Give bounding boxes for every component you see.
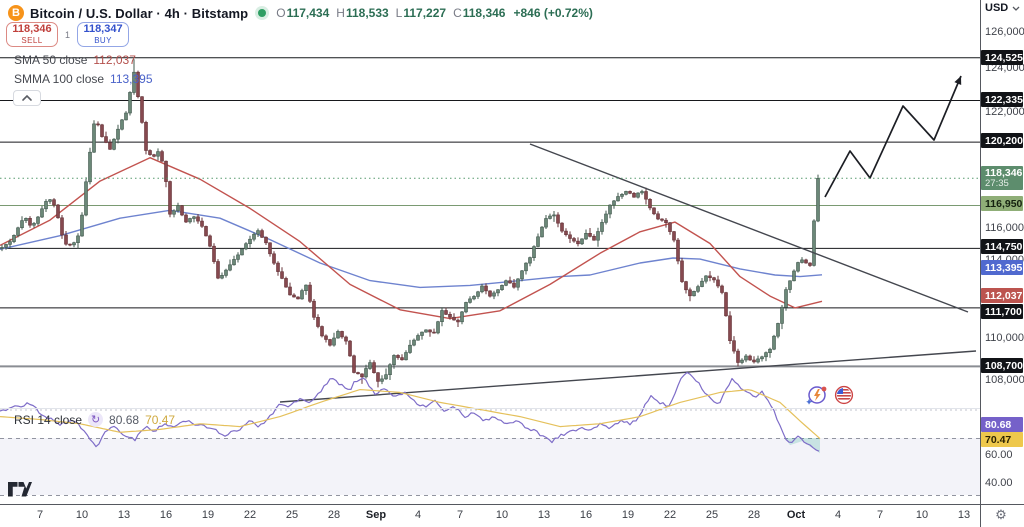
buy-label: BUY xyxy=(94,36,112,45)
price-tick-label: 60.00 xyxy=(985,449,1013,461)
price-tick-label: 40.00 xyxy=(985,477,1013,489)
time-tick-label: 7 xyxy=(456,509,464,521)
price-tick-label: 126,000 xyxy=(985,26,1024,38)
time-tick-label: 10 xyxy=(915,509,929,521)
time-tick-label: 28 xyxy=(747,509,761,521)
price-tick-label: 108,000 xyxy=(985,374,1024,386)
time-axis-border xyxy=(0,504,1024,505)
price-tick-label: 124,000 xyxy=(985,62,1024,74)
price-axis-border xyxy=(980,0,981,527)
gear-icon[interactable]: ⚙ xyxy=(995,507,1007,522)
price-badge-yellow: 70.47 xyxy=(981,432,1023,447)
price-tick-label: 122,000 xyxy=(985,106,1024,118)
time-tick-label: 16 xyxy=(579,509,593,521)
market-status-dot[interactable] xyxy=(258,9,267,17)
sell-button[interactable]: 118,346 SELL xyxy=(6,22,58,47)
currency-selector[interactable]: USD xyxy=(985,2,1020,14)
currency-label: USD xyxy=(985,2,1009,14)
price-badge-current: 118,346 27:35 xyxy=(981,166,1023,190)
legend-sma50[interactable]: SMA 50 close 112,037 xyxy=(14,53,136,67)
rsi-value: 80.68 xyxy=(109,412,140,427)
lightning-event-icon[interactable] xyxy=(806,384,828,406)
symbol-header: B Bitcoin / U.S. Dollar · 4h · Bitstamp … xyxy=(8,4,593,22)
chart-canvas[interactable] xyxy=(0,0,980,504)
time-tick-label: 19 xyxy=(621,509,635,521)
legend-smma100[interactable]: SMMA 100 close 113,395 xyxy=(14,72,153,86)
time-tick-label: 10 xyxy=(495,509,509,521)
time-tick-label: Sep xyxy=(365,509,387,521)
time-tick-label: 22 xyxy=(243,509,257,521)
price-change: +846 (+0.72%) xyxy=(513,6,593,20)
ohlc-item: O117,434 xyxy=(276,6,330,20)
price-tick-label: 116,000 xyxy=(985,222,1024,234)
price-badge-black: 108,700 xyxy=(981,358,1023,373)
time-tick-label: 7 xyxy=(876,509,884,521)
time-tick-label: 13 xyxy=(537,509,551,521)
legend-rsi[interactable]: RSI 14 close ↻ 80.68 70.47 xyxy=(14,412,175,427)
rsi-ma-value: 70.47 xyxy=(145,412,176,427)
time-tick-label: 19 xyxy=(201,509,215,521)
smma100-label: SMMA 100 close xyxy=(14,72,105,86)
price-badge-purple: 80.68 xyxy=(981,417,1023,432)
price-badge-black: 120,200 xyxy=(981,133,1023,148)
chevron-up-icon xyxy=(22,94,32,101)
chevron-down-icon xyxy=(1012,6,1020,11)
time-tick-label: 16 xyxy=(159,509,173,521)
tradingview-logo[interactable] xyxy=(8,482,32,502)
bitcoin-icon: B xyxy=(8,5,24,21)
price-badge-black: 124,525 xyxy=(981,50,1023,65)
sell-price: 118,346 xyxy=(12,23,52,35)
ohlc-values: O117,434 H118,533 L117,227 C118,346 xyxy=(276,6,505,20)
time-tick-label: 13 xyxy=(957,509,971,521)
price-badge-blue: 113,395 xyxy=(981,260,1023,275)
pane-divider[interactable] xyxy=(0,408,980,409)
ohlc-item: C118,346 xyxy=(453,6,506,20)
time-tick-label: 4 xyxy=(834,509,842,521)
time-tick-label: 25 xyxy=(705,509,719,521)
time-tick-label: 10 xyxy=(75,509,89,521)
sell-label: SELL xyxy=(21,36,43,45)
time-tick-label: Oct xyxy=(786,509,806,521)
buy-price: 118,347 xyxy=(83,23,123,35)
time-tick-label: 13 xyxy=(117,509,131,521)
ohlc-item: L117,227 xyxy=(395,6,447,20)
refresh-icon[interactable]: ↻ xyxy=(88,412,104,427)
collapse-legend-button[interactable] xyxy=(13,90,41,106)
time-tick-label: 7 xyxy=(36,509,44,521)
sma50-value: 112,037 xyxy=(93,53,136,67)
price-tick-label: 110,000 xyxy=(985,332,1024,344)
spread-value: 1 xyxy=(65,29,71,40)
sma50-label: SMA 50 close xyxy=(14,53,88,67)
smma100-value: 113,395 xyxy=(110,72,153,86)
time-tick-label: 25 xyxy=(285,509,299,521)
ohlc-item: H118,533 xyxy=(336,6,389,20)
price-badge-black: 114,750 xyxy=(981,239,1023,254)
time-axis[interactable]: 7 10 13 16 19 22 25 28 Sep 4 7 10 13 16 19 22 25 28 Oct 4 7 1… xyxy=(0,504,980,527)
time-tick-label: 28 xyxy=(327,509,341,521)
price-axis[interactable]: USD 126,000124,000122,000116,000114,0001… xyxy=(980,0,1024,527)
us-flag-event-icon[interactable] xyxy=(833,384,855,406)
trade-panel: 118,346 SELL 1 118,347 BUY xyxy=(6,22,130,47)
time-tick-label: 4 xyxy=(414,509,422,521)
price-badge-black: 111,700 xyxy=(981,304,1023,319)
price-badge-red: 112,037 xyxy=(981,288,1023,303)
price-badge-black: 122,335 xyxy=(981,92,1023,107)
buy-button[interactable]: 118,347 BUY xyxy=(77,22,130,47)
price-badge-green-alert: 116,950 xyxy=(981,196,1023,211)
symbol-title[interactable]: Bitcoin / U.S. Dollar · 4h · Bitstamp xyxy=(30,5,249,21)
time-tick-label: 22 xyxy=(663,509,677,521)
rsi-label: RSI 14 close xyxy=(14,412,83,427)
